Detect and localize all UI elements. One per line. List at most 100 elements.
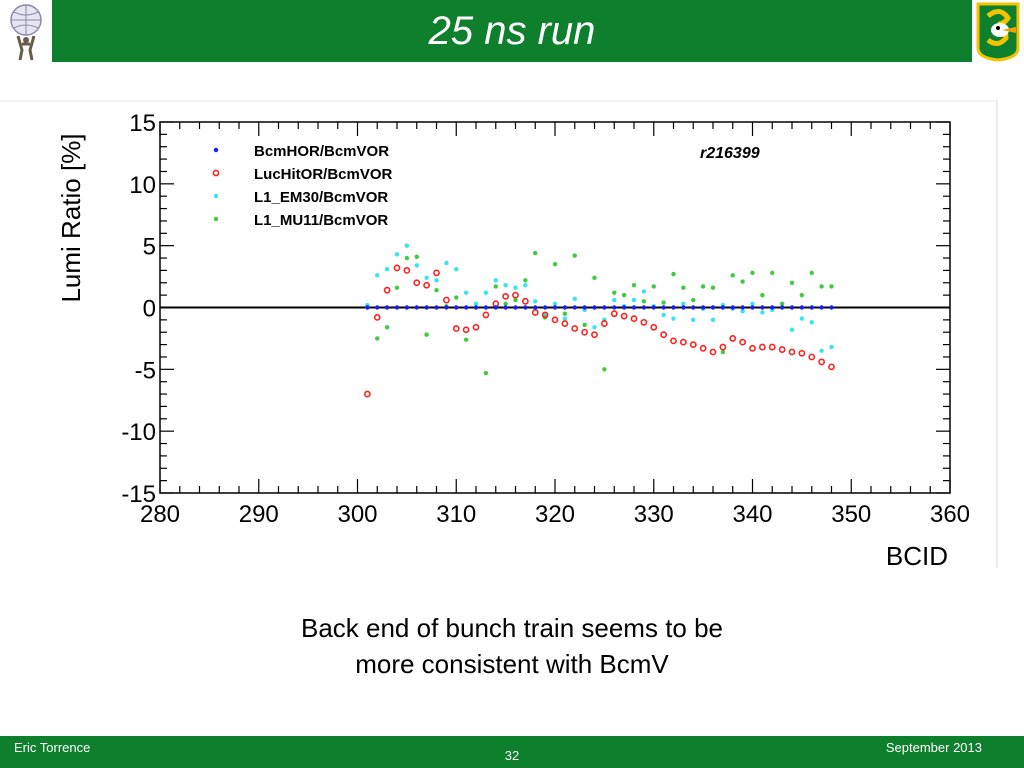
data-point: [789, 280, 795, 285]
data-point: [719, 343, 727, 351]
y-tick-label: 15: [129, 110, 156, 137]
y-axis-label: Lumi Ratio [%]: [56, 133, 86, 302]
data-point: [393, 264, 401, 272]
slide-footer: Eric Torrence 32 September 2013: [0, 736, 1024, 768]
data-point: [375, 336, 380, 341]
series-bcmhor-bcmvor: [365, 305, 834, 310]
data-point: [710, 305, 716, 310]
data-point: [729, 335, 737, 342]
data-point: [434, 287, 439, 293]
x-tick-label: 300: [337, 501, 377, 528]
data-point: [442, 296, 450, 304]
data-point: [631, 297, 637, 303]
data-point: [582, 322, 587, 328]
data-point: [463, 290, 469, 295]
data-point: [473, 305, 479, 310]
data-point: [444, 305, 449, 310]
data-point: [591, 331, 598, 339]
data-point: [641, 305, 647, 310]
data-point: [394, 252, 400, 257]
data-point: [473, 301, 479, 306]
data-point: [404, 255, 410, 261]
legend-item: L1_MU11/BcmVOR: [213, 212, 388, 229]
data-point: [750, 270, 755, 276]
chart-background: [0, 100, 1000, 570]
data-point: [770, 270, 775, 276]
data-point: [700, 305, 706, 310]
data-point: [602, 367, 607, 372]
data-point: [681, 305, 686, 310]
data-point: [562, 316, 568, 321]
data-point: [463, 337, 469, 342]
data-point: [512, 291, 519, 299]
data-point: [779, 301, 785, 306]
series-luchitor-bcmvor: [363, 264, 835, 398]
lumi-ratio-chart: BcmHOR/BcmVOR LucHitOR/BcmVOR L1_EM30/BcmV…: [0, 100, 1000, 571]
data-point: [384, 305, 390, 310]
slide-caption: Back end of bunch train seems to be more…: [180, 610, 844, 682]
x-axis-label: BCID: [886, 541, 948, 570]
data-point: [373, 313, 381, 321]
data-point: [592, 305, 597, 310]
data-point: [552, 305, 558, 310]
data-point: [581, 328, 589, 336]
data-point: [661, 305, 666, 310]
data-point: [403, 266, 411, 274]
data-point: [523, 283, 528, 288]
data-point: [819, 305, 824, 310]
data-point: [671, 305, 676, 310]
data-point: [809, 320, 814, 325]
data-point: [758, 343, 766, 351]
data-point: [413, 279, 421, 287]
data-point: [770, 305, 775, 310]
data-point: [710, 317, 716, 323]
data-point: [452, 325, 460, 332]
data-point: [789, 327, 795, 332]
data-point: [720, 349, 726, 355]
atlas-logo-icon: [0, 0, 52, 62]
data-point: [671, 316, 676, 321]
data-point: [363, 390, 371, 398]
data-point: [600, 320, 608, 327]
data-point: [463, 305, 469, 310]
data-point: [472, 323, 480, 331]
x-tick-label: 350: [831, 501, 871, 528]
legend-marker: [212, 169, 220, 177]
data-point: [681, 285, 686, 290]
x-tick-label: 330: [634, 501, 674, 528]
data-point: [541, 311, 549, 319]
legend-marker: [213, 193, 219, 199]
data-point: [592, 275, 597, 281]
data-point: [483, 290, 489, 295]
data-point: [523, 278, 528, 283]
data-point: [375, 305, 380, 310]
data-point: [503, 305, 508, 310]
data-point: [592, 325, 597, 330]
legend-label: L1_EM30/BcmVOR: [254, 189, 388, 206]
data-point: [650, 323, 658, 331]
data-point: [424, 275, 429, 281]
data-point: [384, 266, 390, 272]
data-point: [760, 305, 765, 310]
x-tick-label: 360: [930, 501, 970, 528]
data-point: [542, 305, 548, 310]
data-point: [671, 271, 676, 277]
data-point: [552, 301, 558, 306]
data-point: [670, 337, 677, 345]
data-point: [552, 262, 558, 267]
data-point: [641, 299, 647, 304]
data-point: [828, 363, 835, 371]
data-point: [641, 289, 647, 294]
data-point: [631, 283, 637, 288]
data-point: [383, 286, 391, 294]
data-point: [789, 305, 795, 310]
data-point: [394, 285, 400, 290]
data-point: [749, 344, 756, 352]
page-number: 32: [504, 748, 520, 763]
data-point: [571, 325, 579, 332]
data-point: [521, 297, 529, 305]
legend-marker: [213, 147, 219, 153]
data-point: [681, 301, 686, 306]
data-point: [424, 332, 429, 337]
data-points: [363, 243, 835, 398]
